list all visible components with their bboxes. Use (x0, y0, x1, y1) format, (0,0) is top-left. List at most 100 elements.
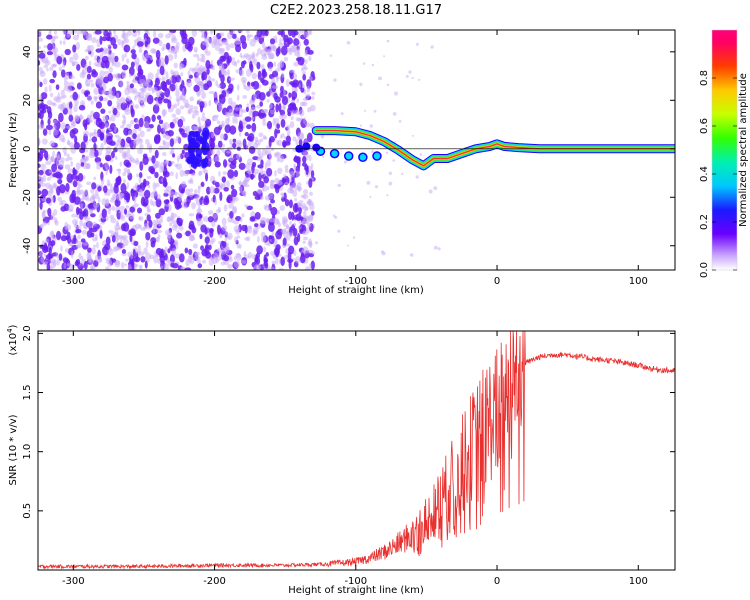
noise-dot (82, 67, 88, 75)
noise-dot (90, 227, 98, 233)
noise-dot (152, 189, 158, 197)
noise-dot (275, 230, 283, 240)
noise-dot (247, 133, 255, 142)
noise-dot (246, 30, 250, 34)
noise-dot (263, 176, 270, 184)
noise-dot (242, 138, 247, 149)
noise-dot (93, 128, 97, 135)
noise-dot (298, 207, 302, 215)
noise-dot (45, 124, 53, 131)
noise-dot (189, 96, 195, 102)
noise-dot (305, 122, 311, 128)
noise-dot (245, 106, 249, 112)
noise-dot (158, 208, 166, 216)
noise-dot (163, 160, 170, 165)
noise-dot (246, 124, 252, 130)
noise-dot (103, 137, 107, 146)
noise-dot (124, 263, 127, 267)
noise-dot (146, 59, 153, 65)
noise-dot (151, 155, 156, 164)
noise-dot (134, 57, 140, 65)
noise-dot (196, 62, 200, 67)
noise-dot (67, 107, 73, 116)
noise-dot (205, 59, 211, 69)
noise-dot (117, 247, 122, 251)
noise-dot (38, 251, 44, 257)
x-tick-label: 0 (494, 276, 500, 287)
noise-dot (405, 75, 409, 78)
noise-dot (65, 182, 70, 192)
noise-dot (127, 129, 133, 136)
noise-dot (74, 114, 80, 122)
noise-dot (120, 261, 125, 269)
noise-dot (178, 225, 184, 231)
noise-dot (134, 94, 141, 98)
noise-dot (142, 178, 147, 187)
noise-dot (106, 132, 113, 136)
noise-dot (270, 267, 275, 270)
noise-dot (216, 224, 221, 235)
noise-dot (89, 197, 96, 204)
noise-dot (112, 246, 118, 252)
noise-dot (102, 83, 107, 91)
noise-dot (190, 131, 199, 138)
noise-dot (260, 109, 266, 114)
noise-dot (68, 81, 75, 87)
noise-dot (221, 240, 227, 248)
noise-dot (175, 89, 180, 98)
noise-dot (302, 236, 309, 241)
noise-dot (199, 233, 203, 240)
noise-dot (226, 55, 232, 64)
noise-dot (107, 56, 114, 62)
noise-dot (206, 186, 211, 195)
noise-dot (280, 118, 286, 128)
noise-dot (309, 191, 314, 197)
noise-dot (138, 117, 144, 128)
noise-dot (178, 253, 185, 263)
noise-dot (179, 169, 185, 177)
noise-dot (232, 138, 237, 143)
noise-dot (38, 100, 43, 104)
noise-dot (175, 172, 179, 180)
noise-dot (289, 220, 292, 226)
noise-dot (117, 38, 122, 46)
noise-dot (208, 99, 212, 107)
noise-dot (126, 149, 131, 155)
noise-dot (210, 64, 216, 71)
snr-y-axis-label: SNR (10 * v/v) (8, 414, 19, 485)
noise-dot (130, 49, 136, 54)
noise-dot (308, 154, 312, 162)
noise-dot (178, 153, 182, 160)
noise-dot (260, 195, 264, 200)
noise-dot (437, 247, 441, 251)
noise-dot (192, 67, 196, 74)
heatmap-frame (37, 29, 676, 271)
noise-dot (164, 246, 168, 253)
noise-dot (196, 82, 203, 87)
noise-dot (304, 59, 308, 64)
noise-dot (188, 248, 193, 256)
noise-dot (42, 175, 47, 183)
noise-dot (108, 30, 112, 34)
noise-dot (304, 164, 309, 172)
noise-dot (224, 236, 228, 242)
noise-dot (80, 203, 83, 210)
noise-dot (68, 114, 74, 122)
noise-dot (288, 103, 295, 111)
noise-dot (72, 218, 79, 226)
noise-dot (193, 84, 200, 93)
snr-frame (37, 330, 676, 571)
noise-dot (221, 55, 225, 61)
noise-dot (228, 77, 236, 81)
noise-dot (52, 150, 56, 157)
noise-dot (138, 48, 143, 53)
noise-dot (270, 250, 274, 256)
noise-dot (229, 138, 233, 145)
noise-dot (337, 229, 341, 233)
noise-dot (91, 182, 97, 190)
noise-dot (371, 150, 375, 154)
noise-dot (164, 229, 171, 236)
noise-dot (118, 145, 124, 154)
noise-dot (225, 150, 233, 154)
noise-dot (221, 176, 227, 183)
